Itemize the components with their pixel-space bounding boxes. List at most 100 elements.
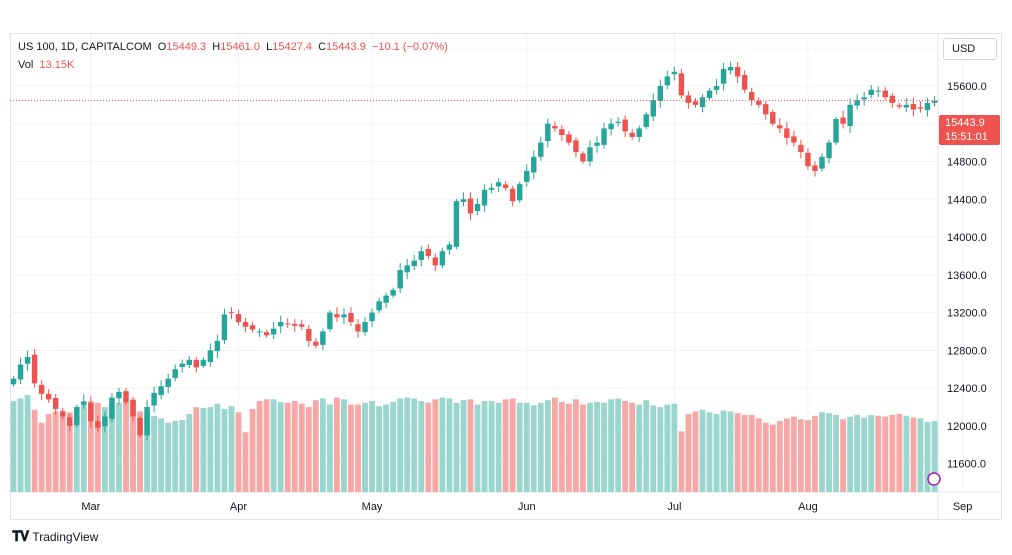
volume-bar: [460, 400, 467, 492]
volume-bar: [755, 418, 762, 492]
volume-bar: [333, 397, 340, 492]
volume-bar: [580, 404, 586, 492]
candle-body: [727, 67, 734, 71]
volume-bar: [741, 414, 748, 492]
candle-body: [720, 68, 727, 84]
candle-body: [770, 112, 776, 124]
candle-body: [10, 378, 17, 385]
volume-bar: [87, 401, 94, 492]
volume-bar: [348, 404, 354, 492]
volume-bar: [31, 409, 38, 492]
currency-button[interactable]: USD: [943, 38, 997, 60]
volume-bar: [411, 398, 418, 492]
candle-body: [130, 400, 136, 417]
volume-bar: [263, 399, 270, 492]
volume-bar: [608, 399, 615, 492]
volume-bar: [544, 400, 551, 492]
volume-bar: [425, 402, 432, 492]
candle-body: [376, 301, 382, 311]
open-label: O: [157, 41, 167, 53]
volume-bar: [397, 398, 404, 492]
volume-bar: [59, 414, 66, 492]
volume-bar: [924, 421, 931, 492]
candle-body: [144, 407, 150, 436]
volume-bar: [805, 420, 811, 492]
volume-bar: [748, 414, 755, 492]
candle-body: [362, 322, 368, 333]
volume-bar: [678, 431, 685, 492]
candle-body: [221, 314, 228, 341]
bar-countdown: 15:51:01: [945, 131, 988, 143]
volume-bar: [861, 417, 868, 492]
candle-body: [348, 312, 354, 323]
volume-bar: [312, 400, 319, 492]
low-label: L: [266, 41, 273, 53]
volume-bar: [186, 414, 193, 492]
candle-body: [214, 340, 221, 352]
candle-body: [383, 295, 389, 303]
candle-body: [601, 128, 607, 145]
volume-bar: [179, 420, 186, 492]
volume-bar: [390, 401, 397, 492]
candle-body: [341, 314, 347, 318]
volume-bar: [840, 419, 847, 492]
change-value: −10.1 (−0.07%): [371, 41, 448, 53]
volume-bar: [488, 401, 495, 492]
y-tick-label: 13200.0: [947, 308, 987, 320]
candle-body: [763, 104, 769, 115]
candle-body: [847, 104, 853, 126]
candle-body: [502, 184, 509, 188]
candle-body: [158, 386, 164, 396]
tradingview-brand[interactable]: 𝐓𝐕 TradingView: [12, 528, 98, 545]
volume-bar: [797, 419, 804, 492]
candle-body: [629, 132, 635, 137]
candle-body: [713, 85, 720, 90]
candle-body: [495, 182, 502, 187]
candle-body: [580, 153, 586, 162]
candle-body: [193, 359, 200, 368]
candle-body: [249, 325, 256, 330]
candle-body: [826, 142, 832, 159]
y-tick-label: 11600.0: [947, 459, 986, 471]
volume-bar: [298, 403, 305, 492]
candle-body: [910, 104, 917, 110]
volume-bar: [24, 395, 31, 492]
volume-bar: [509, 398, 516, 492]
candle-body: [889, 95, 896, 103]
volume-bar: [917, 418, 924, 492]
candle-body: [481, 189, 488, 206]
volume-bar: [277, 401, 284, 492]
close-label: C: [318, 41, 327, 53]
volume-bar: [228, 406, 235, 492]
volume-bar: [706, 412, 713, 492]
candle-body: [137, 417, 143, 436]
candle-body: [17, 364, 24, 380]
volume-bar: [523, 402, 530, 492]
candle-body: [31, 354, 38, 384]
volume-bar: [326, 404, 333, 492]
volume-bar: [594, 401, 600, 492]
volume-bar: [116, 402, 122, 492]
candle-body: [172, 369, 178, 378]
candle-body: [538, 142, 544, 157]
candle-body: [791, 136, 797, 143]
volume-bar: [903, 415, 910, 492]
volume-bar: [94, 402, 101, 492]
volume-bar: [319, 398, 326, 492]
x-tick-label: Jul: [667, 501, 681, 513]
candle-body: [179, 363, 185, 367]
volume-bar: [38, 422, 45, 492]
candle-body: [784, 128, 790, 138]
volume-bar: [819, 412, 825, 492]
x-tick-label: Aug: [798, 501, 818, 513]
y-tick-label: 12800.0: [947, 345, 987, 357]
candle-body: [263, 332, 270, 336]
candle-body: [425, 248, 432, 256]
candle-body: [123, 391, 129, 403]
volume-bar: [762, 422, 769, 492]
candle-body: [355, 324, 361, 332]
volume-bar: [439, 397, 446, 492]
volume-bar: [692, 411, 699, 492]
candle-body: [81, 401, 87, 405]
